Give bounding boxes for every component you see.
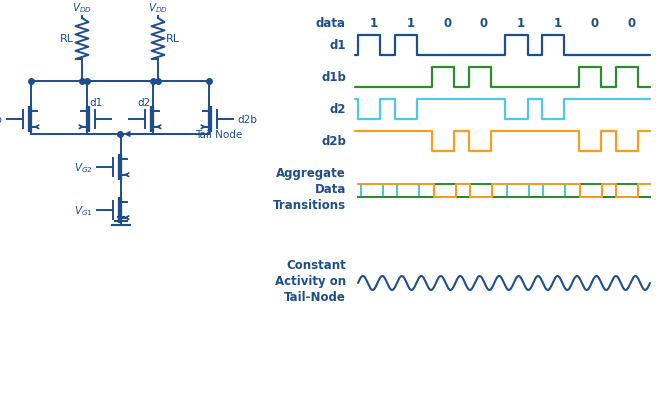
Text: $V_{G2}$: $V_{G2}$ (73, 161, 92, 175)
Text: $V_{G1}$: $V_{G1}$ (73, 203, 92, 217)
Text: Tail Node: Tail Node (195, 130, 242, 140)
Text: $V_{DD}$: $V_{DD}$ (148, 1, 168, 15)
Text: 0: 0 (443, 17, 451, 30)
Text: RL: RL (166, 34, 180, 44)
Text: 1: 1 (369, 17, 377, 30)
Text: data: data (316, 17, 346, 30)
Text: d2: d2 (329, 103, 346, 116)
Text: d2: d2 (138, 98, 151, 108)
Text: d1b: d1b (321, 71, 346, 84)
Text: 0: 0 (628, 17, 636, 30)
Text: Constant
Activity on
Tail-Node: Constant Activity on Tail-Node (275, 259, 346, 304)
Text: Aggregate
Data
Transitions: Aggregate Data Transitions (273, 166, 346, 211)
Text: d2b: d2b (321, 135, 346, 148)
Text: 1: 1 (406, 17, 415, 30)
Text: d2b: d2b (237, 115, 258, 125)
Text: d1: d1 (329, 39, 346, 52)
Text: $V_{DD}$: $V_{DD}$ (72, 1, 92, 15)
Text: d1: d1 (89, 98, 102, 108)
Text: 1: 1 (517, 17, 525, 30)
Text: RL: RL (60, 34, 74, 44)
Text: 1: 1 (554, 17, 562, 30)
Text: 0: 0 (480, 17, 488, 30)
Text: 0: 0 (590, 17, 599, 30)
Text: d1b: d1b (0, 115, 2, 125)
